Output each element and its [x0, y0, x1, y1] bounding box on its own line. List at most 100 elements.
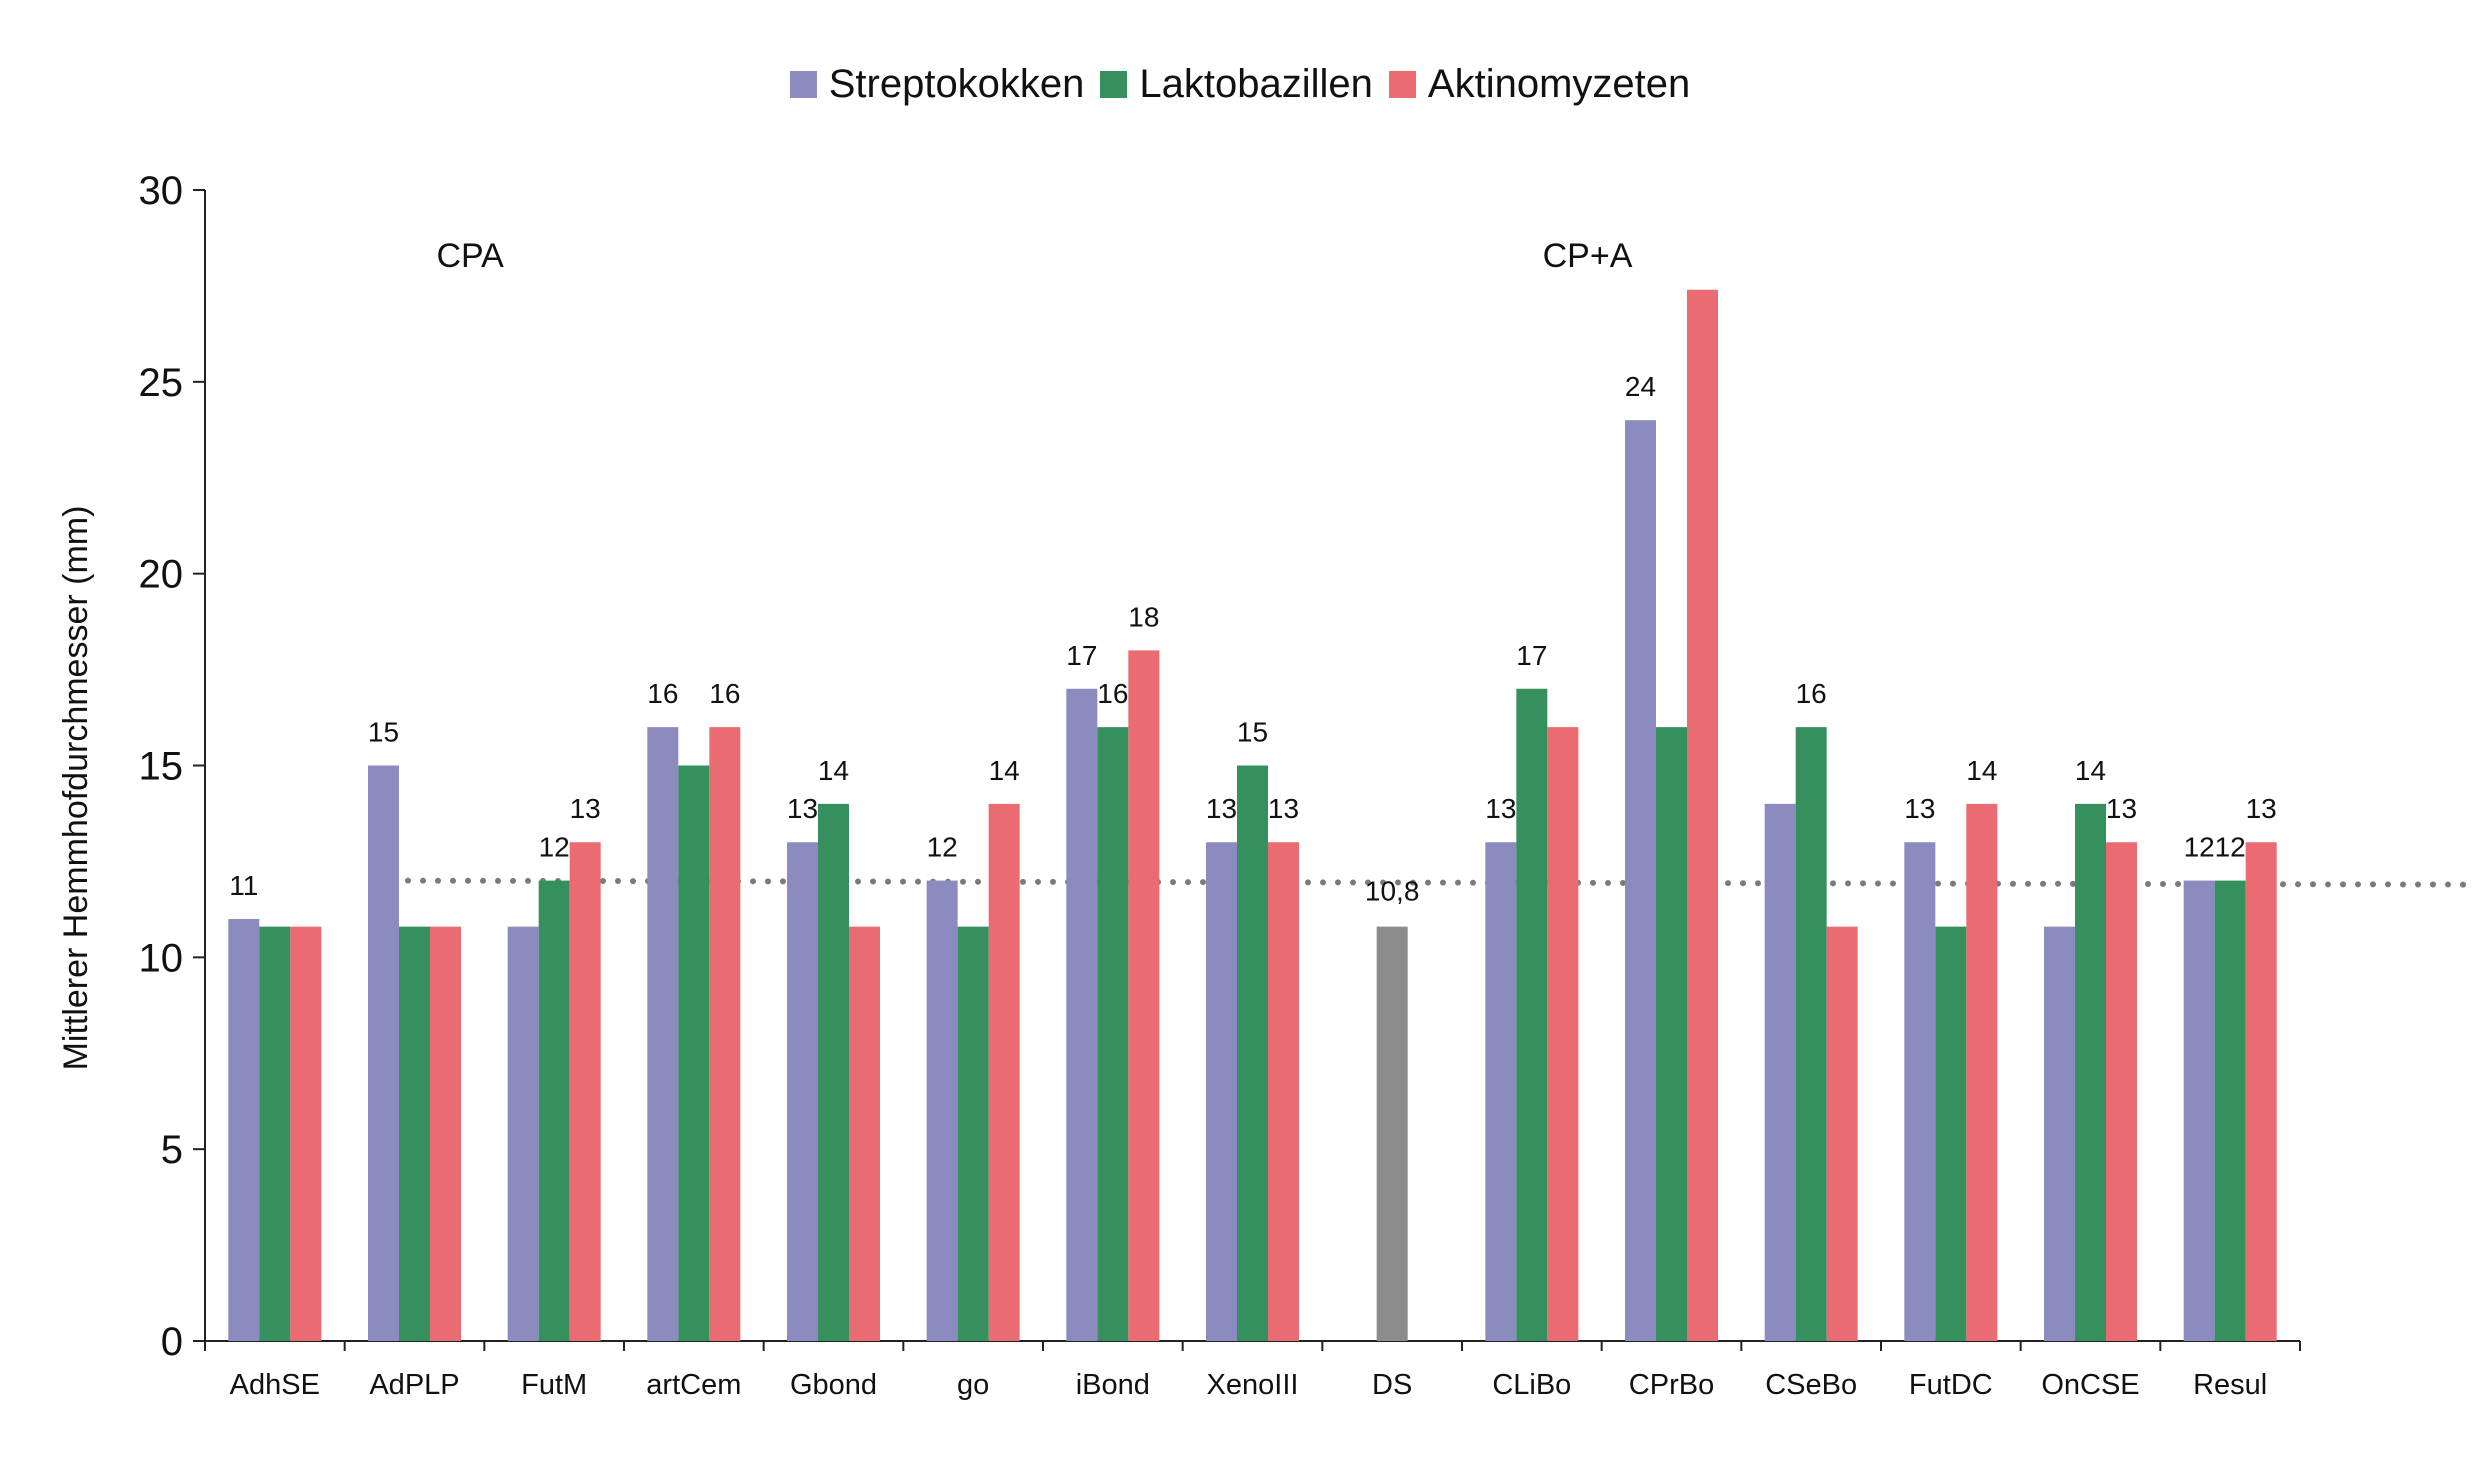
- y-tick-label: 5: [161, 1128, 183, 1172]
- bar-laktobazillen-futm: [538, 880, 570, 1341]
- x-tick-label: DS: [1372, 1369, 1412, 1401]
- data-label: 24: [1625, 371, 1656, 402]
- bar-streptokokken-xenoiii: [1206, 842, 1237, 1341]
- legend-item-aktinomyzeten: Aktinomyzeten: [1388, 62, 1691, 107]
- reference-line: [375, 877, 2479, 888]
- x-tick-label: AdPLP: [369, 1369, 459, 1401]
- bar-aktinomyzeten-adhse: [290, 926, 322, 1341]
- legend-label-streptokokken: Streptokokken: [828, 62, 1085, 106]
- data-label: 17: [1516, 640, 1547, 671]
- data-label: 16: [1097, 678, 1128, 709]
- bar-laktobazillen-xenoiii: [1237, 765, 1268, 1341]
- x-tick-label: iBond: [1076, 1369, 1150, 1401]
- x-tick-label: go: [957, 1369, 989, 1401]
- bar-aktinomyzeten-oncse: [2106, 842, 2137, 1341]
- data-label: 13: [2246, 793, 2277, 824]
- x-tick-label: FutDC: [1909, 1369, 1993, 1401]
- x-tick-label: Resul: [2193, 1369, 2267, 1401]
- bar-aktinomyzeten-artcem: [709, 727, 741, 1341]
- bar-aktinomyzeten-resul: [2245, 842, 2277, 1341]
- legend: Streptokokken Laktobazillen Aktinomyzete…: [0, 62, 2480, 107]
- x-tick-label: FutM: [521, 1369, 587, 1401]
- data-label: 11: [229, 870, 258, 901]
- bar-streptokokken-csebo: [1764, 803, 1796, 1341]
- data-label: 14: [818, 755, 849, 786]
- data-label: 12: [927, 832, 958, 863]
- bar-streptokokken-adhse: [228, 918, 260, 1341]
- bar-laktobazillen-gbond: [818, 803, 849, 1341]
- x-tick-label: artCem: [646, 1369, 741, 1401]
- bar-aktinomyzeten-go: [988, 803, 1020, 1341]
- bar-laktobazillen-ibond: [1097, 727, 1129, 1341]
- bar-aktinomyzeten-ibond: [1128, 650, 1160, 1341]
- legend-swatch-streptokokken: [789, 71, 817, 98]
- data-label: 13: [1904, 793, 1935, 824]
- y-axis-label: Mittlerer Hemmhofdurchmesser (mm): [57, 506, 95, 1071]
- x-tick-label: CLiBo: [1492, 1369, 1571, 1401]
- data-label: 13: [787, 793, 818, 824]
- y-tick-label: 15: [139, 745, 184, 789]
- bar-laktobazillen-resul: [2214, 880, 2246, 1341]
- x-tick-label: Gbond: [790, 1369, 877, 1401]
- bar-laktobazillen-clibo: [1516, 688, 1548, 1341]
- data-label: 13: [1485, 793, 1516, 824]
- bars: [228, 289, 2277, 1342]
- bar-streptokokken-clibo: [1485, 842, 1517, 1341]
- data-label: 13: [1268, 793, 1299, 824]
- legend-item-streptokokken: Streptokokken: [789, 62, 1085, 107]
- bar-streptokokken-adplp: [368, 765, 399, 1341]
- bar-aktinomyzeten-futm: [569, 842, 601, 1341]
- data-label: 16: [1796, 678, 1827, 709]
- bar-streptokokken-futdc: [1904, 842, 1936, 1341]
- bar-laktobazillen-adhse: [259, 926, 291, 1341]
- legend-label-laktobazillen: Laktobazillen: [1139, 62, 1373, 106]
- bar-streptokokken-artcem: [647, 727, 679, 1341]
- y-tick-label: 25: [139, 361, 184, 405]
- x-tick-label: CPrBo: [1629, 1369, 1714, 1401]
- legend-label-aktinomyzeten: Aktinomyzeten: [1427, 62, 1691, 106]
- bar-aktinomyzeten-clibo: [1547, 727, 1579, 1341]
- bar-laktobazillen-oncse: [2075, 803, 2106, 1341]
- bar-aktinomyzeten-xenoiii: [1268, 842, 1299, 1341]
- data-label: 15: [368, 717, 399, 748]
- legend-swatch-aktinomyzeten: [1388, 71, 1416, 98]
- y-tick-label: 30: [139, 169, 184, 213]
- bar-streptokokken-resul: [2183, 880, 2215, 1341]
- x-tick-label: CSeBo: [1765, 1369, 1857, 1401]
- data-label: 12: [539, 832, 570, 863]
- data-label: 14: [2075, 755, 2106, 786]
- bar-streptokokken-oncse: [2044, 926, 2075, 1341]
- bar-streptokokken-ibond: [1066, 688, 1098, 1341]
- data-label: 14: [989, 755, 1020, 786]
- bar-laktobazillen-adplp: [399, 926, 430, 1341]
- x-tick-label: OnCSE: [2041, 1369, 2139, 1401]
- legend-item-laktobazillen: Laktobazillen: [1100, 62, 1373, 107]
- bar-streptokokken-futm: [507, 926, 539, 1341]
- bar-streptokokken-go: [926, 880, 958, 1341]
- bar-streptokokken-gbond: [787, 842, 818, 1341]
- data-label: 15: [1237, 717, 1268, 748]
- data-label: 14: [1966, 755, 1997, 786]
- bar-aktinomyzeten-gbond: [849, 926, 880, 1341]
- data-label: 13: [570, 793, 601, 824]
- bar-laktobazillen-futdc: [1935, 926, 1967, 1341]
- bar-laktobazillen-artcem: [678, 765, 710, 1341]
- bar-laktobazillen-go: [957, 926, 989, 1341]
- bar-streptokokken-cprbo: [1625, 420, 1656, 1341]
- axes: 0 5 10 15 20 25 30 AdhSE AdPLP FutM artCem Gbond go i…: [139, 169, 2479, 1401]
- data-label: 16: [647, 678, 678, 709]
- data-label: 13: [2106, 793, 2137, 824]
- x-tick-label: AdhSE: [230, 1369, 320, 1401]
- data-label: 12: [2184, 832, 2215, 863]
- bar-aktinomyzeten-csebo: [1826, 926, 1858, 1341]
- bar-aktinomyzeten-futdc: [1966, 803, 1998, 1341]
- bar-aktinomyzeten-adplp: [430, 926, 461, 1341]
- data-label: 13: [1206, 793, 1237, 824]
- group-annotation: CPA: [436, 237, 504, 275]
- y-tick-label: 10: [139, 936, 184, 980]
- x-tick-label: XenoIII: [1207, 1369, 1299, 1401]
- y-tick-label: 0: [161, 1320, 183, 1364]
- data-label: 12: [2215, 832, 2246, 863]
